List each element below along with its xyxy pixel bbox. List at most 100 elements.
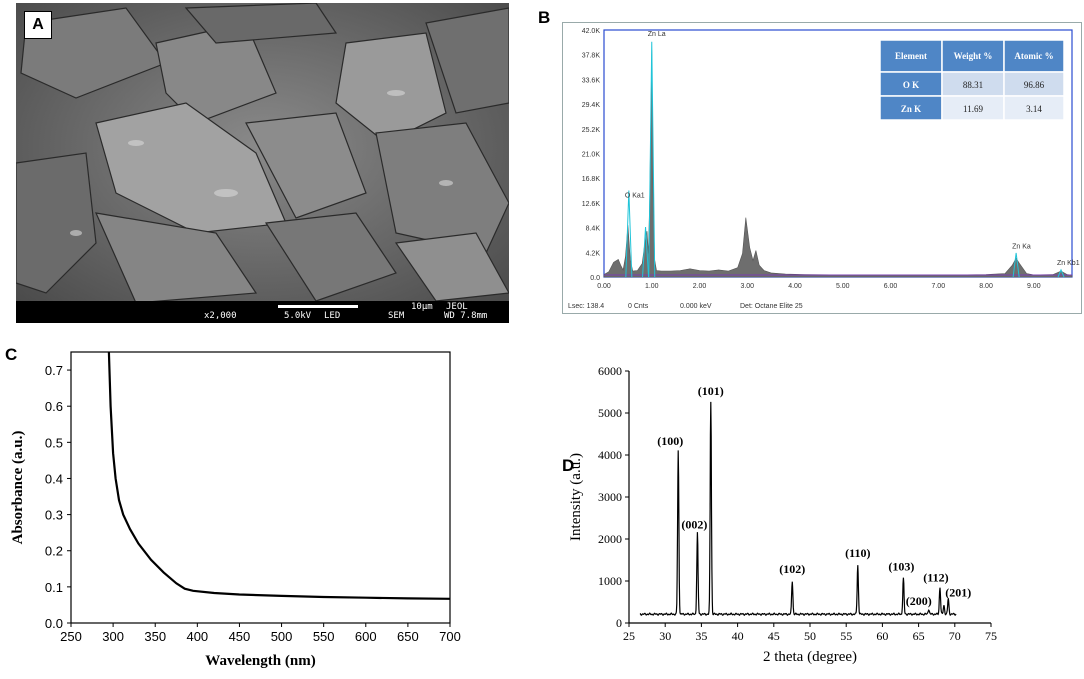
eds-spectrum-chart: 0.0 4.2K 8.4K 12.6K 16.8K 21.0K 25.2K 29.4K 33.6…: [562, 22, 1082, 314]
xrd-x-tick-label: 30: [659, 629, 671, 643]
eds-x-tick-label: 1.00: [645, 283, 659, 290]
panel-label-a: A: [24, 11, 52, 39]
eds-x-tick-label: 5.00: [836, 283, 850, 290]
eds-table-cell: [1003, 71, 1065, 97]
uv-y-tick-label: 0.7: [45, 363, 63, 378]
sem-image-panel: A 10µm JEOL x2,000 5.0kV LED SEM WD 7.8m…: [16, 3, 509, 323]
eds-peak-label: O Ka1: [625, 193, 645, 200]
panel-label-b: B: [538, 8, 551, 27]
eds-x-tick-label: 2.00: [693, 283, 707, 290]
xrd-peak-label: (103): [888, 559, 914, 573]
sem-detector: SEM: [388, 311, 405, 321]
sem-mode: LED: [324, 311, 341, 321]
eds-peak-label: Zn La: [648, 31, 666, 38]
eds-element-table: Element Weight % Atomic % O K 88.31 96.86 Zn K…: [879, 39, 1065, 121]
eds-x-tick-label: 3.00: [740, 283, 754, 290]
eds-y-tick-label: 33.6K: [582, 77, 601, 84]
uv-absorbance-line: [107, 351, 451, 600]
xrd-x-tick-label: 45: [768, 629, 780, 643]
eds-table-cell-text: 11.69: [963, 104, 983, 114]
uv-x-axis-label: Wavelength (nm): [205, 653, 315, 669]
eds-table-header-text: Element: [895, 51, 927, 61]
panel-label-d: D: [562, 456, 575, 475]
sem-highlights: [70, 90, 453, 236]
sem-info-bar: 10µm JEOL x2,000 5.0kV LED SEM WD 7.8mm: [16, 301, 509, 323]
xrd-peak-label: (102): [779, 562, 805, 576]
xrd-y-tick-label: 4000: [598, 448, 622, 462]
xrd-x-tick-label: 35: [695, 629, 707, 643]
panel-label-c: C: [5, 345, 18, 364]
sem-working-distance: WD 7.8mm: [444, 311, 488, 321]
xrd-pattern-line: [639, 401, 957, 616]
xrd-x-tick-label: 55: [840, 629, 852, 643]
eds-x-tick-label: 9.00: [1027, 283, 1041, 290]
xrd-peak-label: (201): [945, 586, 971, 600]
uv-y-tick-label: 0.4: [45, 471, 63, 486]
xrd-x-tick-label: 70: [949, 629, 961, 643]
uv-x-tick-label: 650: [397, 629, 419, 644]
eds-peak-label: Zn Kb1: [1057, 260, 1080, 267]
eds-x-tick-label: 0.00: [597, 283, 611, 290]
uv-y-tick-label: 0.2: [45, 544, 63, 559]
eds-x-tick-label: 6.00: [884, 283, 898, 290]
uv-x-tick-label: 300: [102, 629, 124, 644]
uv-x-tick-label: 700: [439, 629, 461, 644]
eds-y-tick-label: 0.0: [590, 275, 600, 282]
xrd-y-tick-label: 5000: [598, 406, 622, 420]
eds-y-tick-label: 29.4K: [582, 102, 601, 109]
sem-particles: [16, 3, 509, 304]
xrd-y-tick-label: 3000: [598, 490, 622, 504]
xrd-x-tick-label: 40: [732, 629, 744, 643]
uv-y-axis-label: Absorbance (a.u.): [10, 431, 26, 545]
eds-y-tick-label: 4.2K: [586, 250, 601, 257]
uv-x-tick-label: 350: [144, 629, 166, 644]
eds-table-header-text: Weight %: [954, 51, 993, 61]
uv-x-tick-label: 600: [355, 629, 377, 644]
xrd-x-axis-label: 2 theta (degree): [763, 649, 857, 665]
sem-voltage: 5.0kV: [284, 311, 312, 321]
sem-maker: JEOL: [446, 302, 468, 312]
eds-y-tick-label: 37.8K: [582, 53, 601, 60]
eds-y-tick-label: 21.0K: [582, 152, 601, 159]
uv-y-tick-label: 0.6: [45, 399, 63, 414]
uv-x-tick-label: 550: [313, 629, 335, 644]
xrd-peak-label: (100): [657, 434, 683, 448]
xrd-y-axis-label: Intensity (a.u.): [568, 453, 584, 541]
eds-y-tick-label: 12.6K: [582, 201, 601, 208]
eds-y-tick-label: 16.8K: [582, 176, 601, 183]
eds-peak-marker: [625, 190, 633, 278]
eds-peak-marker: [648, 41, 656, 278]
eds-peak-marker: [1012, 252, 1020, 278]
eds-peak-label: Zn Ka: [1012, 244, 1031, 251]
eds-table-cell-text: 88.31: [963, 80, 983, 90]
eds-footer-text: 0 Cnts: [628, 303, 649, 310]
eds-table-cell: [941, 95, 1005, 121]
xrd-y-tick-label: 1000: [598, 574, 622, 588]
xrd-x-tick-label: 50: [804, 629, 816, 643]
eds-y-tick-label: 8.4K: [586, 226, 601, 233]
sem-magnification: x2,000: [204, 311, 237, 321]
eds-x-tick-label: 7.00: [931, 283, 945, 290]
eds-footer-text: Det: Octane Elite 25: [740, 303, 803, 310]
xrd-chart: 25 30 35 40 45 50 55 60 65 70 75 0 1000 2000 3000 4000 5…: [568, 364, 997, 665]
xrd-peak-label: (110): [845, 546, 870, 560]
uv-vis-panel: 250 300 350 400 450 500 550 600 650 700 0.0 0.1 0.2 0…: [0, 345, 470, 674]
eds-table-cell: [1003, 95, 1065, 121]
eds-table-cell-text: Zn K: [901, 104, 921, 114]
uv-y-tick-label: 0.1: [45, 580, 63, 595]
eds-table-header-text: Atomic %: [1014, 51, 1053, 61]
scale-bar: [278, 305, 358, 308]
eds-table-cell: [941, 71, 1005, 97]
uv-y-tick-label: 0.0: [45, 616, 63, 631]
xrd-x-tick-label: 25: [623, 629, 635, 643]
eds-footer-text: 0.000 keV: [680, 303, 712, 310]
xrd-panel: 25 30 35 40 45 50 55 60 65 70 75 0 1000 2000 3000 4000 5…: [545, 345, 1084, 674]
xrd-peak-label: (112): [923, 570, 948, 584]
eds-peak-marker: [1057, 268, 1065, 278]
eds-y-tick-label: 25.2K: [582, 127, 601, 134]
xrd-y-tick-label: 0: [616, 616, 622, 630]
uv-y-tick-label: 0.3: [45, 508, 63, 523]
eds-spectrum-panel: 0.0 4.2K 8.4K 12.6K 16.8K 21.0K 25.2K 29.4K 33.6…: [562, 22, 1082, 314]
xrd-peak-label: (200): [906, 594, 932, 608]
eds-peak-marker: [642, 226, 650, 278]
